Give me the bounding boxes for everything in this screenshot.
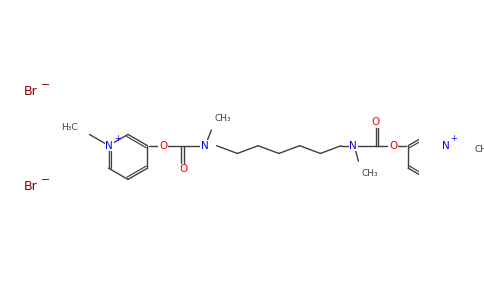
Text: N: N [201, 141, 209, 151]
Text: N: N [349, 141, 357, 151]
Text: −: − [41, 175, 50, 185]
Text: H₃C: H₃C [61, 123, 77, 132]
Text: −: − [41, 80, 50, 90]
Text: O: O [372, 117, 380, 127]
Text: CH₃: CH₃ [475, 146, 484, 154]
Text: +: + [115, 134, 121, 143]
Text: N: N [106, 141, 113, 151]
Text: +: + [451, 134, 457, 143]
Text: O: O [159, 141, 167, 151]
Text: O: O [389, 141, 397, 151]
Text: CH₃: CH₃ [215, 113, 231, 122]
Text: Br: Br [24, 180, 38, 193]
Text: O: O [180, 164, 188, 174]
Text: Br: Br [24, 85, 38, 98]
Text: CH₃: CH₃ [361, 169, 378, 178]
Text: N: N [442, 141, 450, 151]
